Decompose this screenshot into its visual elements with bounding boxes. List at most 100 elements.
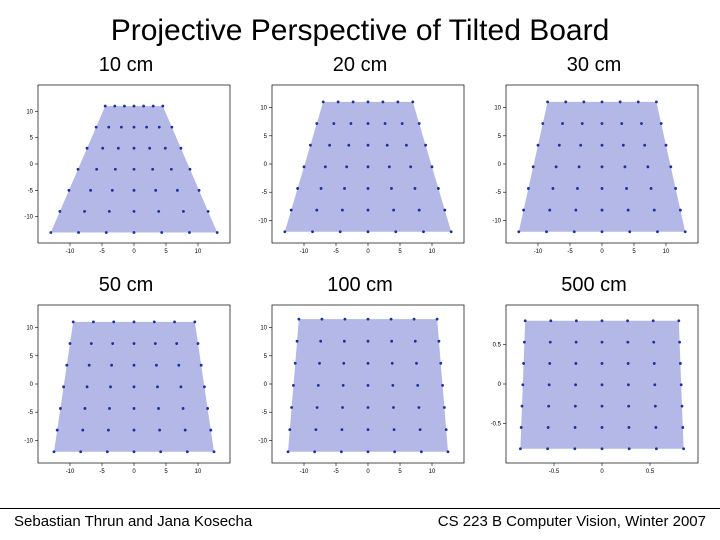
x-tick-label: 5 — [632, 249, 636, 255]
grid-point — [340, 450, 343, 453]
grid-point — [367, 209, 370, 212]
grid-point — [153, 321, 156, 324]
grid-point — [296, 187, 299, 190]
grid-point — [681, 426, 684, 429]
grid-point — [216, 231, 219, 234]
grid-point — [152, 105, 155, 108]
grid-point — [411, 101, 414, 104]
grid-point — [213, 450, 216, 453]
grid-point — [382, 101, 385, 104]
grid-point — [77, 168, 80, 171]
grid-point — [317, 384, 320, 387]
y-tick-label: 5 — [264, 134, 268, 140]
grid-point — [324, 165, 327, 168]
grid-point — [89, 189, 92, 192]
y-tick-label: -10 — [258, 218, 267, 224]
grid-point — [328, 144, 331, 147]
grid-point — [314, 428, 317, 431]
grid-point — [549, 319, 552, 322]
grid-point — [517, 230, 520, 233]
grid-point — [619, 101, 622, 104]
grid-point — [133, 210, 136, 213]
y-tick-label: -10 — [258, 438, 267, 444]
grid-point — [401, 122, 404, 125]
grid-point — [367, 144, 370, 147]
x-tick-label: 10 — [195, 469, 202, 475]
grid-point — [315, 209, 318, 212]
x-tick-label: 0 — [600, 249, 604, 255]
grid-point — [625, 187, 628, 190]
grid-point — [342, 384, 345, 387]
grid-point — [541, 122, 544, 125]
grid-point — [321, 318, 324, 321]
grid-point — [117, 147, 120, 150]
grid-point — [390, 340, 393, 343]
grid-point — [678, 341, 681, 344]
y-tick-label: 0 — [498, 162, 502, 168]
plot-3: -10-50510-10-50510 — [16, 299, 236, 479]
grid-point — [133, 429, 136, 432]
grid-point — [367, 340, 370, 343]
grid-point — [626, 319, 629, 322]
x-tick-label: 0 — [366, 469, 370, 475]
grid-point — [79, 450, 82, 453]
grid-point — [643, 144, 646, 147]
grid-point — [681, 405, 684, 408]
grid-point — [342, 362, 345, 365]
grid-point — [90, 342, 93, 345]
grid-point — [133, 450, 136, 453]
x-tick-label: 5 — [398, 469, 402, 475]
y-tick-label: -5 — [496, 190, 502, 196]
x-tick-label: -10 — [66, 249, 75, 255]
grid-point — [392, 406, 395, 409]
grid-point — [88, 364, 91, 367]
grid-point — [601, 319, 604, 322]
grid-point — [290, 406, 293, 409]
grid-point — [154, 342, 157, 345]
grid-point — [133, 407, 136, 410]
grid-point — [62, 385, 65, 388]
grid-point — [574, 209, 577, 212]
x-tick-label: -10 — [66, 469, 75, 475]
grid-point — [114, 168, 117, 171]
grid-point — [155, 364, 158, 367]
grid-point — [558, 144, 561, 147]
grid-point — [390, 318, 393, 321]
grid-point — [548, 383, 551, 386]
y-tick-label: 10 — [260, 326, 267, 332]
grid-point — [315, 122, 318, 125]
grid-point — [95, 126, 98, 129]
grid-point — [620, 122, 623, 125]
grid-point — [350, 122, 353, 125]
x-tick-label: 5 — [398, 249, 402, 255]
grid-point — [184, 429, 187, 432]
grid-point — [180, 385, 183, 388]
grid-point — [679, 362, 682, 365]
grid-point — [396, 101, 399, 104]
grid-point — [601, 122, 604, 125]
panel-5: 500 cm -0.500.5-0.500.5 — [480, 274, 708, 494]
grid-point — [628, 426, 631, 429]
grid-point — [367, 230, 370, 233]
grid-point — [669, 165, 672, 168]
grid-point — [294, 362, 297, 365]
y-tick-label: 0 — [264, 162, 268, 168]
grid-point — [193, 321, 196, 324]
grid-point — [287, 450, 290, 453]
grid-point — [111, 342, 114, 345]
grid-point — [367, 165, 370, 168]
grid-point — [576, 187, 579, 190]
grid-point — [574, 405, 577, 408]
grid-point — [574, 383, 577, 386]
grid-point — [545, 230, 548, 233]
y-tick-label: 0 — [30, 382, 34, 388]
grid-point — [367, 122, 370, 125]
grid-point — [640, 122, 643, 125]
x-tick-label: 10 — [663, 249, 670, 255]
plot-svg: -10-50510-10-50510 — [250, 79, 470, 259]
page-title: Projective Perspective of Tilted Board — [0, 0, 720, 54]
plot-2: -10-50510-10-50510 — [484, 79, 704, 259]
grid-point — [652, 319, 655, 322]
grid-point — [133, 321, 136, 324]
grid-point — [170, 126, 173, 129]
